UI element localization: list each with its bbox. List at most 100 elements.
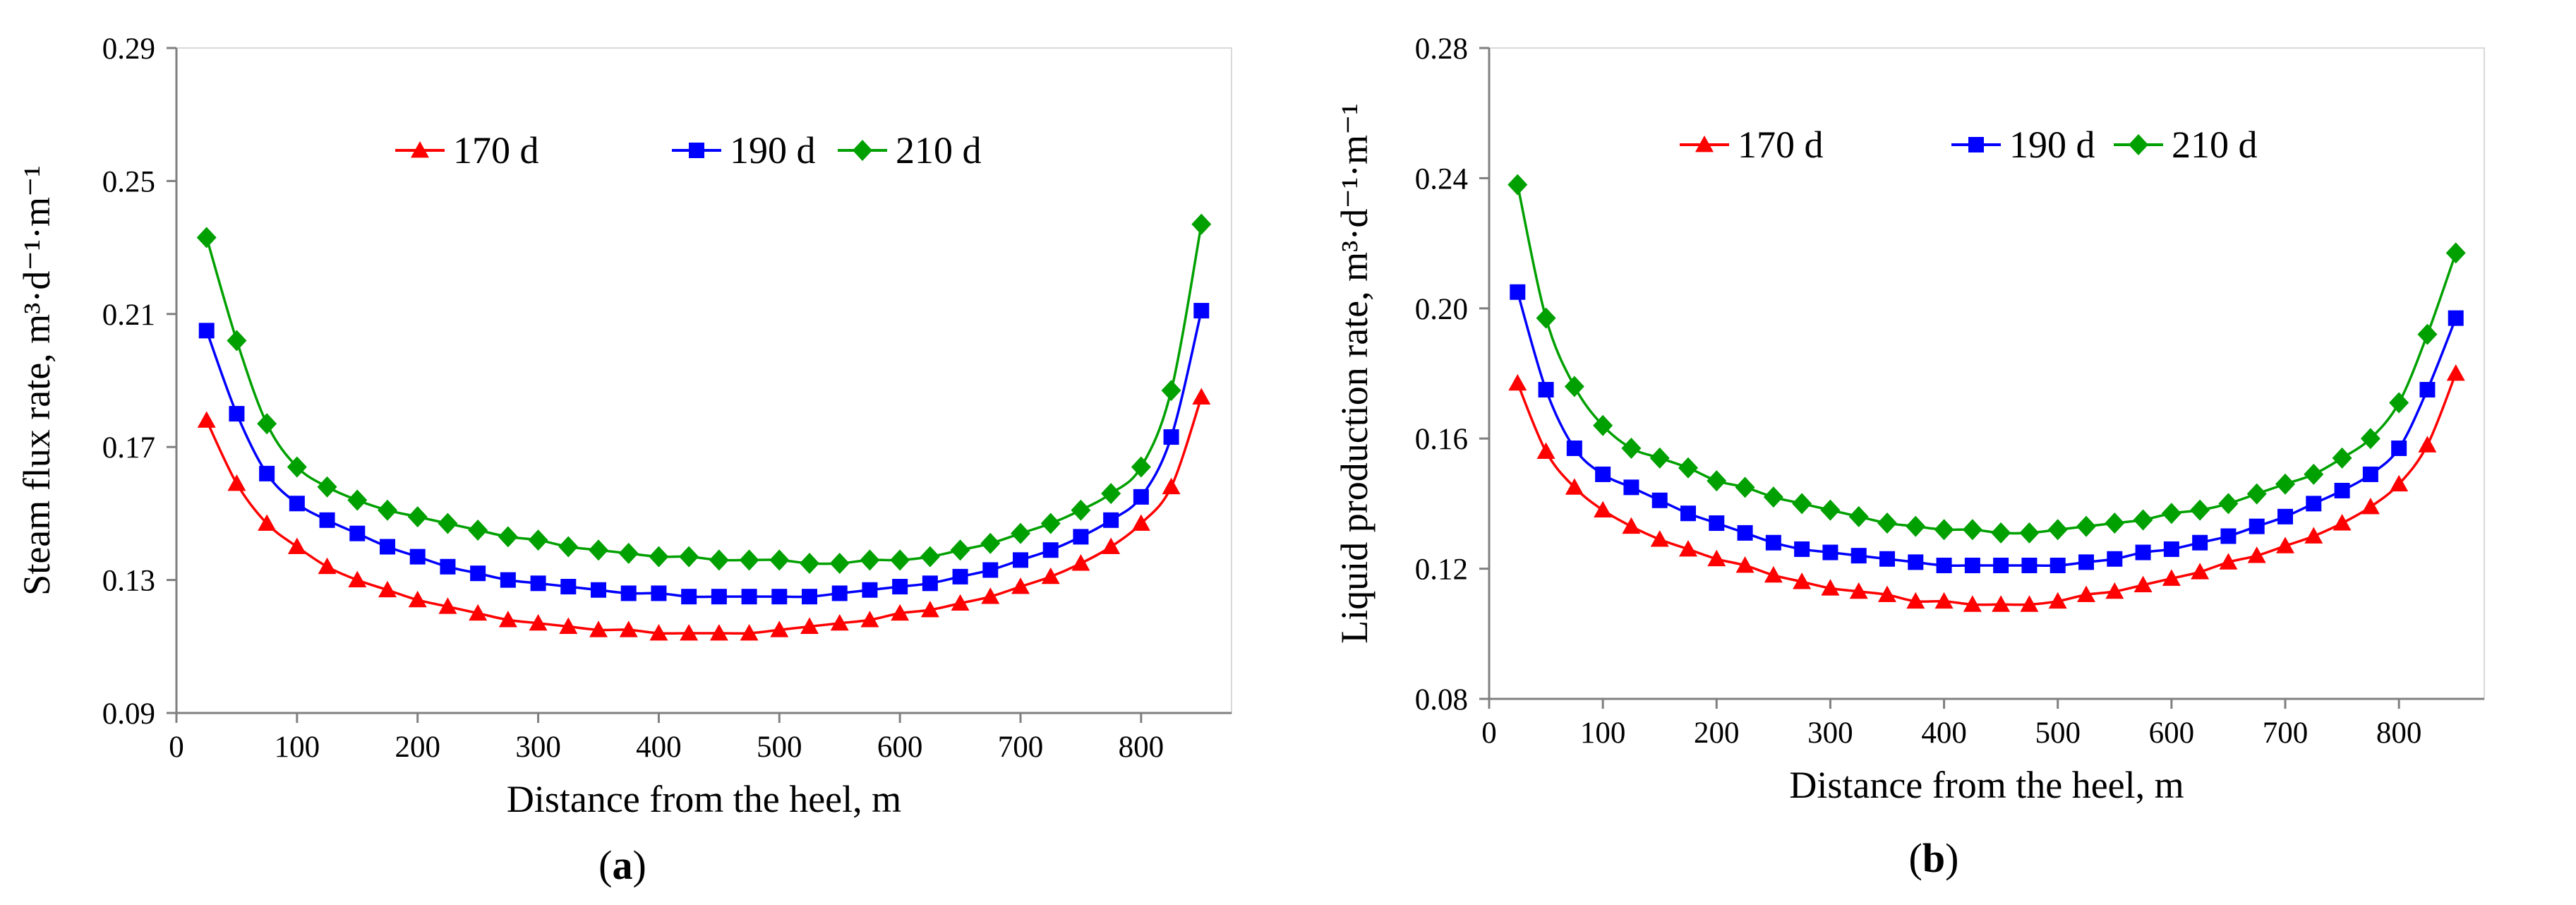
data-point	[1536, 307, 1556, 329]
y-tick-label: 0.24	[1415, 162, 1468, 196]
data-point	[1735, 556, 1755, 573]
data-point	[380, 539, 395, 555]
data-point	[2304, 527, 2323, 544]
data-point	[438, 597, 457, 614]
data-point	[709, 549, 729, 571]
data-point	[981, 587, 1000, 604]
data-point	[829, 553, 850, 575]
data-point	[1993, 557, 2009, 573]
data-point	[1992, 595, 2011, 612]
x-tick-label: 100	[1580, 717, 1626, 750]
legend-label: 170 d	[453, 129, 539, 172]
data-point	[1131, 456, 1151, 478]
data-point	[2419, 382, 2436, 398]
data-point	[258, 514, 277, 531]
data-point	[950, 539, 970, 561]
data-point	[890, 549, 910, 571]
data-point	[2191, 563, 2210, 580]
data-point	[1735, 477, 1755, 498]
data-point	[1102, 537, 1121, 554]
data-point	[198, 323, 215, 339]
x-tick-label: 0	[1481, 717, 1497, 750]
data-point	[980, 532, 1001, 554]
data-point	[862, 582, 878, 598]
x-tick-label: 300	[1807, 717, 1853, 750]
y-tick-label: 0.29	[102, 32, 155, 66]
data-point	[2391, 440, 2407, 457]
data-point	[1906, 515, 1926, 537]
data-point	[229, 406, 245, 422]
series-190-d	[1510, 284, 2464, 573]
data-point	[741, 589, 757, 605]
data-point	[498, 611, 517, 628]
legend-item: 170 d	[1680, 124, 1824, 166]
data-point	[259, 465, 275, 481]
data-point	[1906, 592, 1925, 609]
data-point	[920, 600, 939, 618]
data-point	[1794, 541, 1810, 557]
data-point	[2107, 551, 2123, 567]
data-point	[559, 617, 578, 634]
data-point	[347, 489, 368, 511]
data-point	[2445, 242, 2466, 264]
data-point	[1042, 542, 1059, 558]
data-point	[2218, 493, 2239, 515]
legend-item: 210 d	[838, 129, 982, 172]
data-point	[317, 476, 337, 498]
data-point	[257, 413, 277, 435]
data-point	[530, 575, 546, 592]
data-point	[1765, 534, 1781, 551]
x-tick-label: 500	[2035, 717, 2081, 750]
data-point	[196, 227, 217, 248]
data-point	[1507, 174, 1528, 196]
data-point	[2389, 392, 2409, 414]
data-point	[2220, 528, 2237, 544]
data-point	[2077, 585, 2095, 602]
data-point	[800, 617, 819, 634]
series-190-d	[198, 303, 1210, 605]
data-point	[1649, 447, 1670, 469]
legend-item: 170 d	[395, 129, 539, 172]
data-point	[2361, 498, 2380, 515]
x-tick-label: 100	[275, 731, 320, 764]
data-point	[2192, 534, 2208, 551]
data-point	[1040, 513, 1061, 534]
data-point	[2047, 519, 2068, 541]
data-point	[2219, 553, 2238, 570]
data-point	[1651, 492, 1668, 508]
legend-marker	[689, 143, 704, 158]
data-point	[1764, 565, 1783, 583]
x-tick-label: 400	[636, 731, 682, 764]
x-tick-label: 500	[757, 731, 802, 764]
chart-panel-a: 0.09 0.13 0.17 0.21 0.25 0.29 0 100 200 300 400 500…	[16, 32, 1232, 888]
data-point	[2362, 466, 2378, 482]
legend-label: 190 d	[730, 129, 816, 172]
data-point	[2021, 557, 2038, 573]
subfigure-paren-open: (	[598, 842, 612, 888]
y-tick-label: 0.12	[1415, 553, 1468, 587]
x-tick-label: 700	[2263, 717, 2309, 750]
data-point	[408, 590, 427, 608]
subfigure-paren-close: )	[633, 842, 646, 888]
data-point	[831, 585, 848, 601]
data-point	[1848, 505, 1869, 527]
x-tick-label: 600	[877, 731, 923, 764]
data-point	[1131, 514, 1150, 531]
y-tick-label: 0.20	[1415, 293, 1468, 326]
data-point	[227, 330, 247, 352]
subfigure-paren-open: (	[1909, 835, 1922, 881]
data-point	[348, 570, 367, 587]
data-point	[771, 589, 788, 605]
data-point	[558, 536, 579, 558]
data-point	[620, 585, 637, 601]
data-point	[2162, 569, 2181, 586]
x-axis-title: Distance from the heel, m	[1789, 764, 2184, 806]
data-point	[1011, 522, 1030, 544]
data-point	[1991, 522, 2011, 544]
y-axis-title: Steam flux rate, m³·d⁻¹·m⁻¹	[16, 165, 58, 595]
data-point	[2161, 503, 2181, 525]
legend-item: 190 d	[672, 129, 816, 172]
data-point	[2275, 473, 2295, 495]
data-point	[2076, 515, 2096, 537]
data-point	[952, 568, 968, 585]
